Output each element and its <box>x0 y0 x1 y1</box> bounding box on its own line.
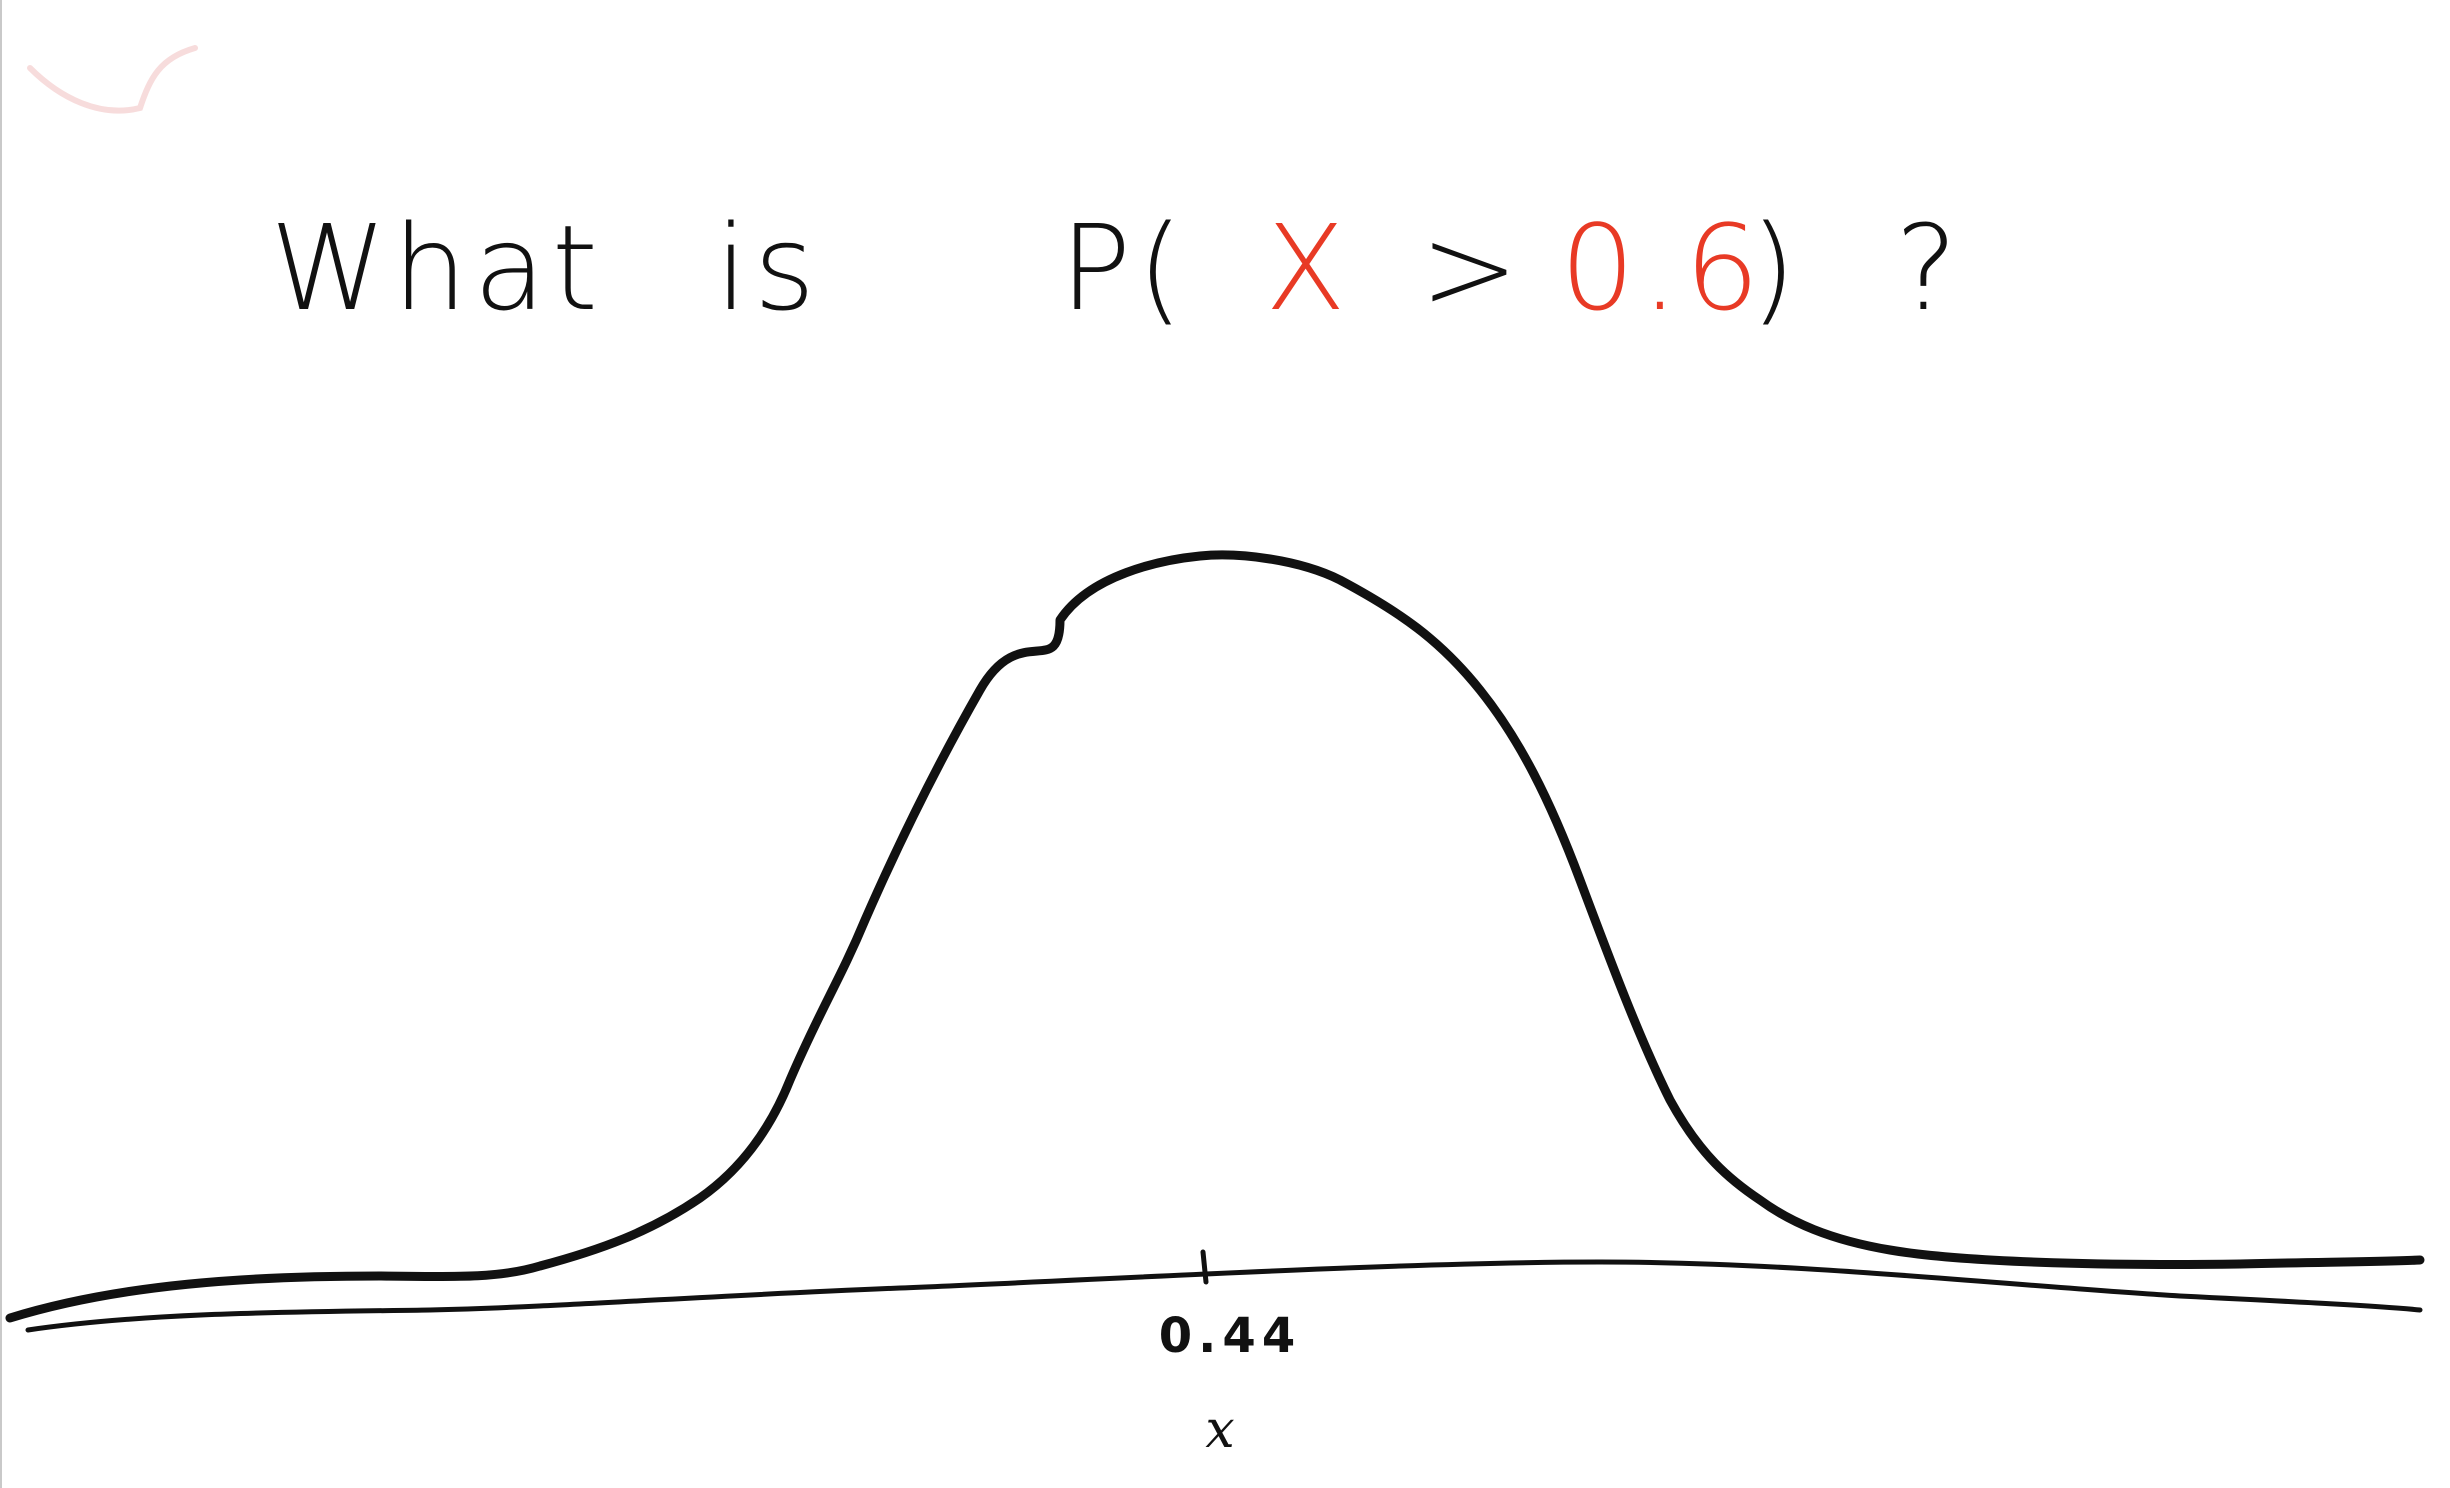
threshold-value: 0.6 <box>1560 199 1766 337</box>
probability-open: P( <box>1060 199 1190 337</box>
x-axis-line <box>25 1259 2423 1333</box>
tick-label-0-44: 0.44 <box>1158 1308 1302 1364</box>
x-axis-label: x <box>1205 1400 1235 1460</box>
question-word-what: What <box>270 199 605 337</box>
bell-curve <box>5 550 2425 1323</box>
question-word-is: is <box>715 199 822 337</box>
question-mark: ? <box>1895 199 1964 337</box>
question-text: What is P( X > 0.6 ) ? <box>0 188 2450 348</box>
comparison-operator: > <box>1420 199 1525 337</box>
random-variable: X <box>1265 199 1352 337</box>
tick-mark <box>1200 1249 1209 1285</box>
scribble-icon <box>27 45 198 114</box>
probability-close: ) <box>1750 199 1803 337</box>
left-border <box>0 0 2 1488</box>
